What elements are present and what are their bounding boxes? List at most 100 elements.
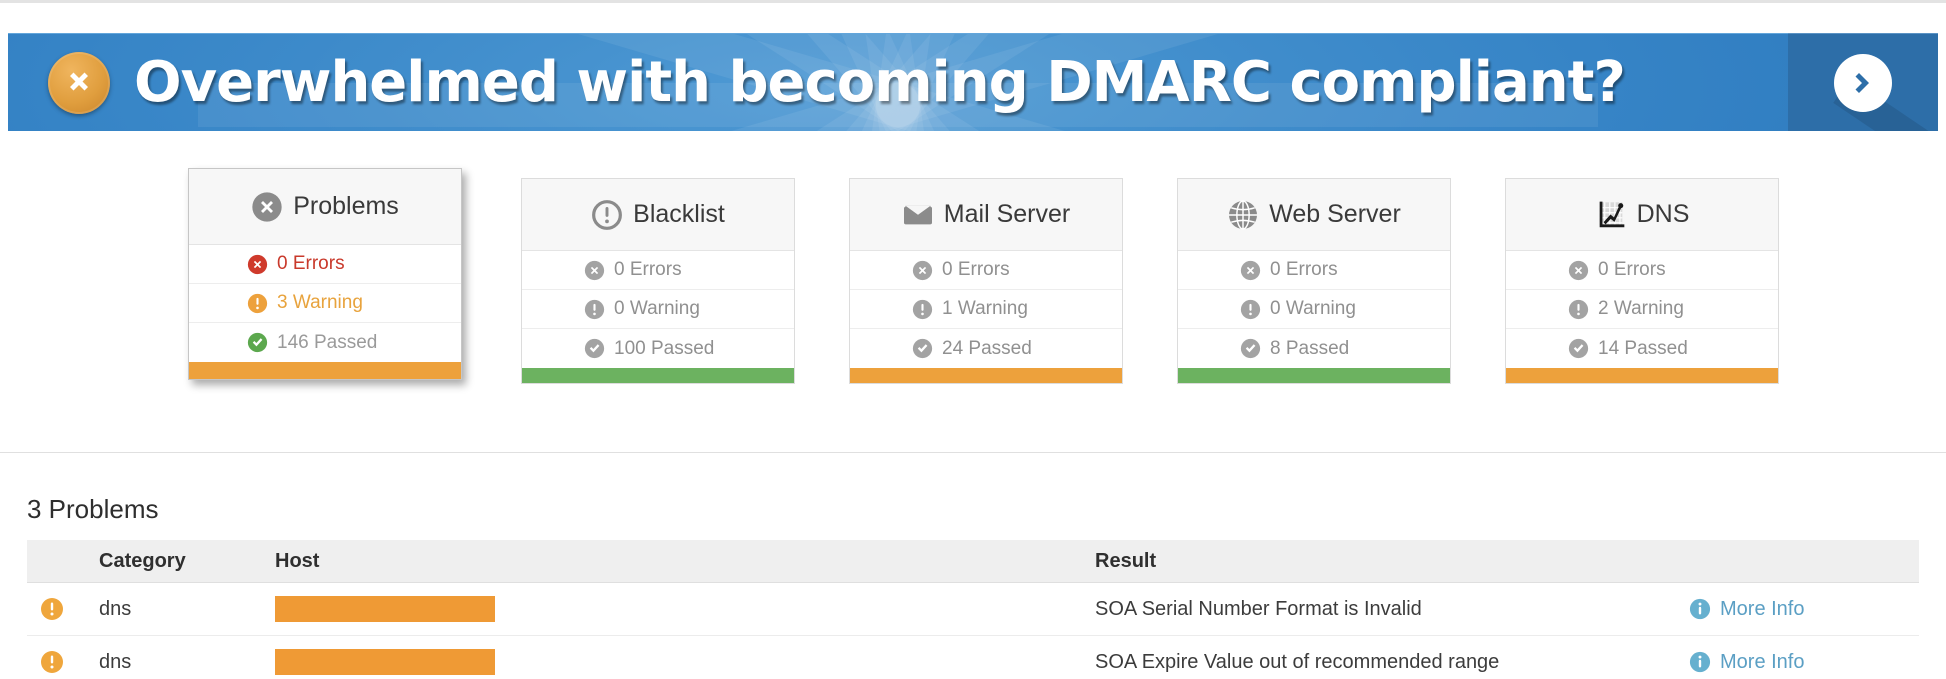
warning-icon — [27, 597, 77, 621]
card-stat-label: 2 Warning — [1598, 298, 1684, 319]
summary-card-mail-server[interactable]: Mail Server 0 Errors 1 Warning 24 Passed — [849, 178, 1123, 384]
banner-ray — [898, 82, 1598, 127]
warning-icon — [1240, 299, 1261, 320]
warning-icon — [912, 299, 933, 320]
card-stat-row: 0 Errors — [189, 245, 461, 284]
row-category: dns — [99, 650, 132, 673]
banner-cta-button[interactable] — [1788, 33, 1938, 131]
card-stat-row: 2 Warning — [1506, 290, 1778, 329]
table-row[interactable]: dns SOA Expire Value out of recommended r… — [27, 636, 1919, 679]
more-info-label: More Info — [1720, 597, 1805, 620]
table-row[interactable]: dns SOA Serial Number Format is Invalid Mo… — [27, 583, 1919, 636]
card-title-web-server: Web Server — [1269, 200, 1401, 228]
card-status-bar-blacklist — [522, 368, 794, 383]
card-stat-label: 14 Passed — [1598, 337, 1688, 359]
header-result: Result — [1095, 549, 1157, 572]
card-stats-problems: 0 Errors 3 Warning 146 Passed — [189, 245, 461, 362]
card-stats-web-server: 0 Errors 0 Warning 8 Passed — [1178, 251, 1450, 368]
card-stat-label: 0 Warning — [1270, 298, 1356, 319]
card-stat-label: 0 Errors — [1270, 259, 1338, 280]
card-stat-label: 24 Passed — [942, 337, 1032, 359]
card-stat-label: 1 Warning — [942, 298, 1028, 319]
card-stats-mail-server: 0 Errors 1 Warning 24 Passed — [850, 251, 1122, 368]
warning-icon — [584, 299, 605, 320]
card-stat-label: 0 Errors — [1598, 259, 1666, 280]
row-result: SOA Expire Value out of recommended rang… — [1095, 650, 1500, 673]
more-info-link[interactable]: More Info — [1689, 598, 1804, 621]
card-header-dns: DNS — [1506, 179, 1778, 251]
check-icon — [1568, 338, 1589, 359]
card-status-bar-web-server — [1178, 368, 1450, 383]
problems-table-header: Category Host Result — [27, 540, 1919, 583]
error-icon — [247, 254, 268, 275]
card-stat-label: 0 Errors — [942, 259, 1010, 280]
card-title-dns: DNS — [1636, 200, 1690, 228]
row-host-redacted — [242, 596, 1062, 622]
summary-cards: Problems 0 Errors 3 Warning 146 Passed Black… — [0, 168, 1946, 408]
card-header-web-server: Web Server — [1178, 179, 1450, 251]
redaction-bar — [275, 596, 495, 622]
card-stat-row: 24 Passed — [850, 329, 1122, 368]
envelope-icon — [902, 199, 934, 231]
card-header-problems: Problems — [189, 169, 461, 245]
check-icon — [584, 338, 605, 359]
x-circle-icon — [48, 52, 110, 114]
card-stat-row: 1 Warning — [850, 290, 1122, 329]
info-icon — [1689, 598, 1711, 620]
card-title-mail-server: Mail Server — [943, 200, 1071, 228]
card-stats-blacklist: 0 Errors 0 Warning 100 Passed — [522, 251, 794, 368]
warning-icon — [27, 650, 77, 674]
row-category: dns — [99, 597, 132, 620]
problems-heading: 3 Problems — [27, 494, 159, 524]
card-stat-row: 0 Errors — [850, 251, 1122, 290]
warning-icon — [1568, 299, 1589, 320]
problems-table: Category Host Result dns SOA Serial Numbe… — [27, 540, 1919, 679]
summary-card-blacklist[interactable]: Blacklist 0 Errors 0 Warning 100 Passed — [521, 178, 795, 384]
card-stat-label: 8 Passed — [1270, 337, 1350, 359]
card-stat-row: 146 Passed — [189, 323, 461, 362]
card-status-bar-problems — [189, 362, 461, 379]
chart-graph-icon — [1595, 199, 1627, 231]
card-status-bar-dns — [1506, 368, 1778, 383]
card-header-blacklist: Blacklist — [522, 179, 794, 251]
promo-banner-body[interactable]: Overwhelmed with becoming DMARC complian… — [8, 33, 1788, 131]
summary-card-dns[interactable]: DNS 0 Errors 2 Warning 14 Passed — [1505, 178, 1779, 384]
chevron-right-circle-icon — [1834, 53, 1892, 112]
section-divider — [0, 452, 1946, 453]
summary-card-web-server[interactable]: Web Server 0 Errors 0 Warning 8 Passed — [1177, 178, 1451, 384]
promo-banner[interactable]: Overwhelmed with becoming DMARC complian… — [8, 33, 1938, 131]
card-stat-row: 0 Errors — [1178, 251, 1450, 290]
header-category: Category — [99, 549, 186, 572]
card-stat-row: 0 Warning — [1178, 290, 1450, 329]
warning-icon — [247, 293, 268, 314]
banner-ray-decoration — [8, 34, 1788, 131]
card-stat-label: 0 Errors — [614, 259, 682, 280]
card-stat-label: 3 Warning — [277, 292, 363, 313]
problems-table-body: dns SOA Serial Number Format is Invalid Mo… — [27, 583, 1919, 679]
row-host-redacted — [242, 649, 1062, 675]
card-title-blacklist: Blacklist — [633, 200, 725, 228]
more-info-label: More Info — [1720, 650, 1805, 673]
card-stat-row: 8 Passed — [1178, 329, 1450, 368]
check-icon — [912, 338, 933, 359]
card-stat-row: 0 Errors — [522, 251, 794, 290]
summary-card-problems[interactable]: Problems 0 Errors 3 Warning 146 Passed — [188, 168, 462, 380]
card-stats-dns: 0 Errors 2 Warning 14 Passed — [1506, 251, 1778, 368]
card-stat-label: 0 Warning — [614, 298, 700, 319]
x-circle-icon — [251, 191, 283, 223]
more-info-link[interactable]: More Info — [1689, 651, 1804, 674]
card-stat-row: 0 Errors — [1506, 251, 1778, 290]
info-icon — [1689, 651, 1711, 673]
card-stat-row: 3 Warning — [189, 284, 461, 323]
card-stat-label: 0 Errors — [277, 253, 345, 274]
redaction-bar — [275, 649, 495, 675]
card-title-problems: Problems — [293, 192, 399, 220]
card-stat-label: 146 Passed — [277, 331, 378, 353]
globe-icon — [1227, 199, 1259, 231]
banner-headline: Overwhelmed with becoming DMARC complian… — [134, 50, 1626, 115]
error-icon — [1240, 260, 1261, 281]
header-host: Host — [275, 549, 320, 572]
error-icon — [1568, 260, 1589, 281]
card-header-mail-server: Mail Server — [850, 179, 1122, 251]
row-result: SOA Serial Number Format is Invalid — [1095, 597, 1422, 620]
